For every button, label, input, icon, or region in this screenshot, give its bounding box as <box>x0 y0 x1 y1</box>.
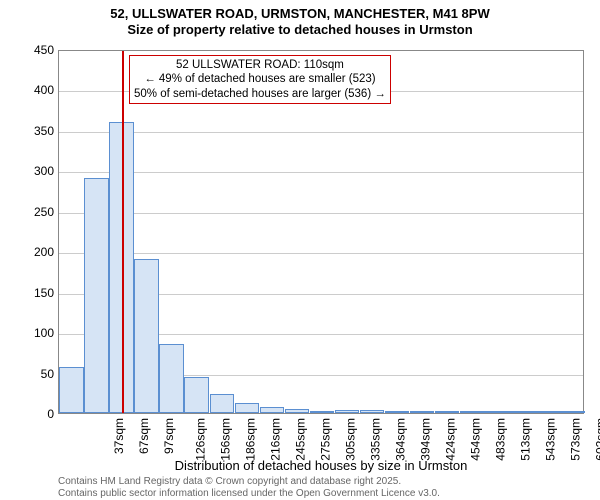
histogram-bar <box>134 259 159 413</box>
x-tick-label: 335sqm <box>369 418 383 461</box>
x-tick-label: 37sqm <box>112 418 126 454</box>
x-tick-label: 156sqm <box>218 418 232 461</box>
histogram-bar <box>385 411 410 413</box>
histogram-bar <box>235 403 260 414</box>
histogram-bar <box>59 367 84 413</box>
plot-area: 52 ULLSWATER ROAD: 110sqm ← 49% of detac… <box>58 50 584 414</box>
histogram-bar <box>84 178 109 413</box>
x-tick-label: 602sqm <box>594 418 600 461</box>
x-tick-label: 394sqm <box>419 418 433 461</box>
y-tick-label: 250 <box>14 205 54 219</box>
x-tick-label: 513sqm <box>519 418 533 461</box>
annotation-box: 52 ULLSWATER ROAD: 110sqm ← 49% of detac… <box>129 55 391 104</box>
histogram-bar <box>285 409 310 413</box>
histogram-bar <box>260 407 285 413</box>
gridline <box>59 132 583 133</box>
annotation-line-2: ← 49% of detached houses are smaller (52… <box>134 72 386 86</box>
y-tick-label: 50 <box>14 367 54 381</box>
property-marker-line <box>122 51 124 413</box>
x-tick-label: 424sqm <box>444 418 458 461</box>
footer-line-2: Contains public sector information licen… <box>58 488 440 500</box>
x-tick-label: 67sqm <box>137 418 151 454</box>
x-tick-label: 305sqm <box>344 418 358 461</box>
histogram-bar <box>460 411 485 413</box>
histogram-bar <box>410 411 435 413</box>
gridline <box>59 253 583 254</box>
histogram-bar <box>159 344 184 413</box>
gridline <box>59 172 583 173</box>
footer-attribution: Contains HM Land Registry data © Crown c… <box>58 476 440 499</box>
y-tick-label: 150 <box>14 286 54 300</box>
title-subtitle: Size of property relative to detached ho… <box>0 22 600 37</box>
x-tick-label: 454sqm <box>469 418 483 461</box>
histogram-bar <box>184 377 209 413</box>
y-axis-label-wrap: Number of detached properties <box>14 50 28 414</box>
x-tick-label: 186sqm <box>243 418 257 461</box>
histogram-bar <box>435 411 460 413</box>
histogram-bar <box>535 411 560 413</box>
x-tick-label: 245sqm <box>294 418 308 461</box>
x-tick-label: 364sqm <box>394 418 408 461</box>
x-tick-label: 483sqm <box>494 418 508 461</box>
y-tick-label: 350 <box>14 124 54 138</box>
gridline <box>59 213 583 214</box>
y-tick-label: 0 <box>14 407 54 421</box>
footer-line-1: Contains HM Land Registry data © Crown c… <box>58 476 440 488</box>
x-tick-label: 543sqm <box>544 418 558 461</box>
histogram-bar <box>485 411 510 413</box>
y-tick-label: 100 <box>14 326 54 340</box>
y-tick-label: 400 <box>14 83 54 97</box>
histogram-bar <box>560 411 585 413</box>
histogram-bar <box>210 394 235 413</box>
x-tick-label: 216sqm <box>269 418 283 461</box>
x-tick-label: 126sqm <box>193 418 207 461</box>
y-tick-label: 450 <box>14 43 54 57</box>
x-tick-label: 275sqm <box>319 418 333 461</box>
annotation-line-3: 50% of semi-detached houses are larger (… <box>134 87 386 101</box>
chart-container: 52, ULLSWATER ROAD, URMSTON, MANCHESTER,… <box>0 0 600 500</box>
title-address: 52, ULLSWATER ROAD, URMSTON, MANCHESTER,… <box>0 6 600 21</box>
y-tick-label: 300 <box>14 164 54 178</box>
histogram-bar <box>360 410 385 413</box>
x-tick-label: 573sqm <box>569 418 583 461</box>
histogram-bar <box>510 411 535 413</box>
x-tick-label: 97sqm <box>162 418 176 454</box>
annotation-line-1: 52 ULLSWATER ROAD: 110sqm <box>134 58 386 72</box>
y-tick-label: 200 <box>14 245 54 259</box>
histogram-bar <box>310 411 335 413</box>
histogram-bar <box>335 410 360 413</box>
